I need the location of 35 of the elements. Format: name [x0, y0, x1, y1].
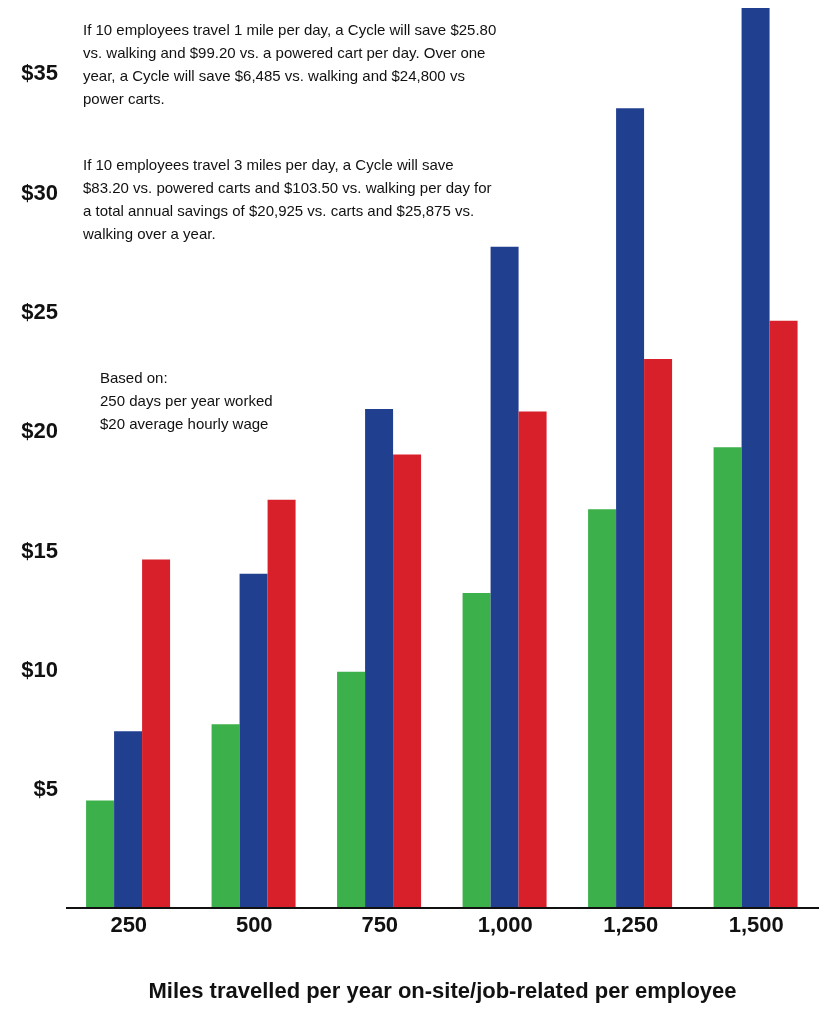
annotation: Based on: 250 days per year worked $20 average hourly wage [100, 368, 274, 434]
bar [142, 559, 171, 908]
bar [393, 454, 422, 908]
bar [211, 724, 240, 908]
x-tick-label: 250 [110, 911, 148, 937]
bar [86, 800, 115, 908]
annotation: If 10 employees travel 1 mile per day, a Cycle will save $25.80 vs. walking and $99.20 vs. a powered cart per day. Over one year, a Cycle will save $6,485 vs. walking and $24,800 vs power carts. [83, 20, 498, 109]
y-tick-label: $15 [21, 537, 58, 563]
bar [114, 731, 143, 908]
y-tick-label: $25 [21, 298, 58, 324]
bar [239, 573, 268, 908]
bar [644, 358, 673, 908]
bar [518, 411, 547, 908]
bar [588, 509, 617, 908]
x-tick-label: 1,500 [728, 911, 784, 937]
x-tick-label: 750 [361, 911, 399, 937]
bar [490, 246, 519, 908]
y-tick-label: $10 [21, 657, 58, 683]
x-tick-label: 1,250 [603, 911, 659, 937]
x-axis-title: Miles travelled per year on-site/job-related per employee [148, 978, 737, 1003]
bar [616, 108, 645, 908]
bar [741, 8, 770, 908]
bar [769, 320, 798, 908]
y-tick-label: $20 [21, 418, 58, 444]
bar [713, 447, 742, 908]
bar [337, 671, 366, 908]
x-tick-label: 1,000 [477, 911, 533, 937]
bar [267, 499, 296, 908]
y-tick-label: $35 [21, 60, 58, 86]
annotation: If 10 employees travel 3 miles per day, a Cycle will save $83.20 vs. powered carts and $103.50 vs. walking per day for a total annual savings of $20,925 vs. carts and $25,875 vs. walking over a year. [83, 155, 493, 244]
y-tick-label: $5 [33, 776, 58, 802]
y-tick-label: $30 [21, 179, 58, 205]
bar [365, 409, 394, 908]
x-tick-label: 500 [235, 911, 273, 937]
bar [462, 592, 491, 908]
